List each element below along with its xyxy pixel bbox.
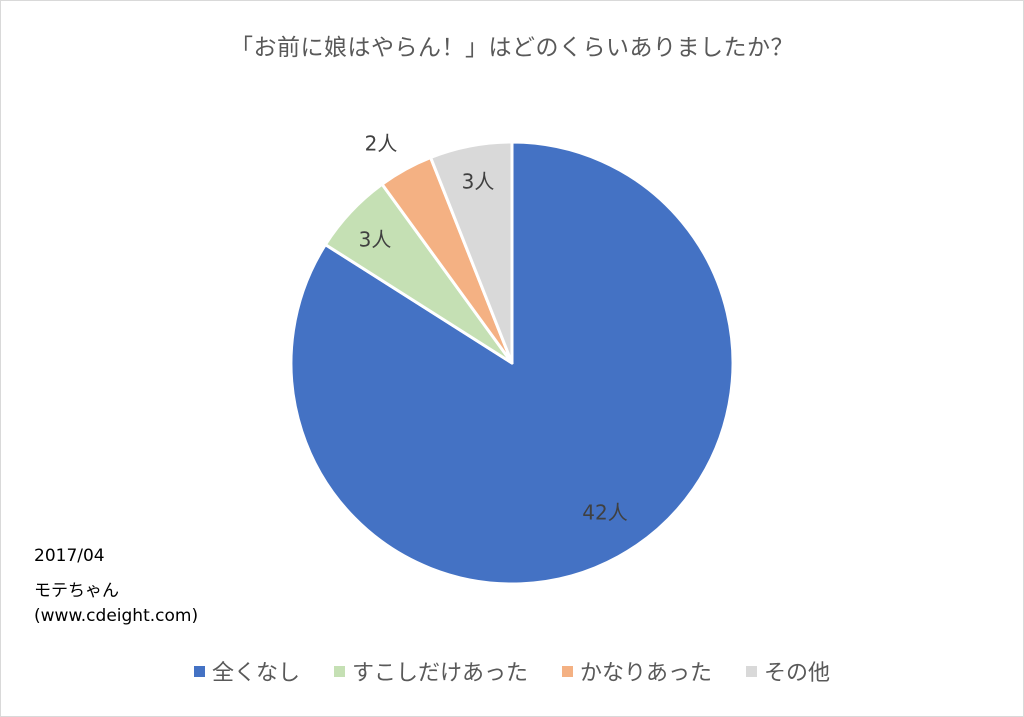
legend-item-quite[interactable]: かなりあった xyxy=(562,655,712,687)
data-label-other: 3人 xyxy=(461,169,495,194)
legend-item-none[interactable]: 全くなし xyxy=(193,655,300,687)
pie-slice-3[interactable] xyxy=(429,140,514,365)
note-url: (www.cdeight.com) xyxy=(34,606,199,626)
data-label-little: 3人 xyxy=(358,227,392,252)
pie-slice-0[interactable] xyxy=(289,140,735,586)
pie-slices xyxy=(289,140,735,586)
legend-label: かなりあった xyxy=(580,661,713,686)
legend-swatch-icon xyxy=(746,665,758,677)
legend-label: すこしだけあった xyxy=(351,661,528,686)
legend-item-other[interactable]: その他 xyxy=(746,655,830,687)
legend-swatch-icon xyxy=(193,665,205,677)
note-date: 2017/04 xyxy=(34,546,105,566)
legend-item-little[interactable]: すこしだけあった xyxy=(333,655,528,687)
legend-label: その他 xyxy=(764,661,831,686)
chart-title: 「お前に娘はやらん！」はどのくらいありましたか？ xyxy=(230,35,794,61)
legend-swatch-icon xyxy=(333,665,345,677)
legend-swatch-icon xyxy=(562,665,573,677)
data-label-quite: 2人 xyxy=(364,131,398,156)
legend: 全くなし すこしだけあった かなりあった その他 xyxy=(0,655,1024,687)
note-source: モテちゃん xyxy=(34,581,119,601)
data-label-none: 42人 xyxy=(582,500,628,525)
legend-label: 全くなし xyxy=(211,661,300,686)
